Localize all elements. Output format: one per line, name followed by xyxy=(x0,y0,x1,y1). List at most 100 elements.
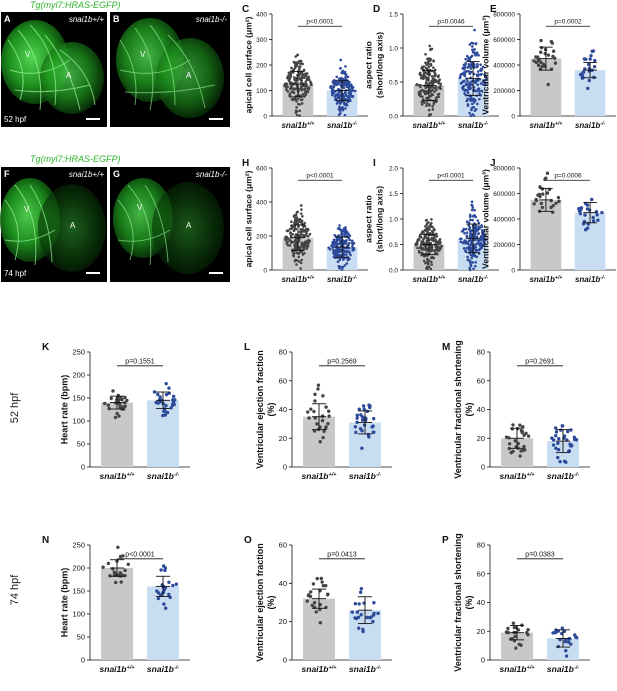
data-point xyxy=(591,219,596,223)
data-point xyxy=(349,253,352,257)
data-point xyxy=(371,613,376,617)
y-tick-label: 20 xyxy=(477,434,485,443)
data-point xyxy=(332,238,336,242)
data-point xyxy=(474,264,477,268)
data-point xyxy=(422,259,426,263)
data-point xyxy=(427,108,431,112)
data-point xyxy=(299,62,302,65)
data-point xyxy=(425,102,429,105)
data-point xyxy=(115,411,119,416)
data-point xyxy=(300,208,303,211)
chart-panel-O: O 0 20 40 60 Ventricular ejection fraction (%)… xyxy=(244,535,392,674)
data-point xyxy=(156,392,160,397)
y-tick-label: 60 xyxy=(279,376,287,385)
data-point xyxy=(164,381,168,386)
data-point xyxy=(304,244,307,247)
data-point xyxy=(423,70,427,74)
data-point xyxy=(305,599,309,603)
data-point xyxy=(335,75,339,79)
p-value-label: p=0.0006 xyxy=(554,173,582,180)
data-point xyxy=(114,580,118,585)
data-point xyxy=(464,57,467,61)
data-point xyxy=(422,101,426,104)
data-point xyxy=(333,233,336,237)
myocardial-strands xyxy=(119,24,216,111)
data-point xyxy=(333,242,336,246)
data-point xyxy=(470,208,474,212)
data-point xyxy=(433,90,436,94)
data-point xyxy=(371,416,376,421)
data-point xyxy=(338,90,341,94)
data-point xyxy=(430,256,434,260)
data-point xyxy=(293,78,296,82)
construct-label-52hpf: Tg(myl7:HRAS-EGFP) xyxy=(30,0,121,10)
data-point xyxy=(285,82,289,86)
data-point xyxy=(353,425,358,429)
scale-bar xyxy=(209,118,223,120)
data-point xyxy=(333,83,336,87)
data-point xyxy=(296,97,300,101)
data-point xyxy=(118,402,122,407)
data-point xyxy=(480,225,484,228)
micrograph-panel-A: A snai1b+/+ V A 52 hpf xyxy=(1,12,107,127)
data-point xyxy=(165,410,170,415)
data-point xyxy=(306,90,310,93)
data-point xyxy=(120,405,125,409)
y-tick-label: 800000 xyxy=(493,12,515,19)
data-point xyxy=(566,640,571,644)
panel-letter: I xyxy=(373,158,376,169)
y-tick-label: 150 xyxy=(72,587,85,596)
data-point xyxy=(338,257,342,261)
data-point xyxy=(156,591,161,595)
data-point xyxy=(416,246,419,250)
y-tick-label: 200 xyxy=(256,63,267,70)
data-point xyxy=(482,236,485,240)
micrograph-panel-F: F snai1b+/+ V A 74 hpf xyxy=(0,167,107,282)
data-point xyxy=(298,72,302,76)
category-label: snai1b+/+ xyxy=(529,275,562,284)
data-point xyxy=(438,247,441,251)
y-tick-label: 200000 xyxy=(493,242,515,249)
data-point xyxy=(469,240,473,243)
data-point xyxy=(293,221,296,225)
data-point xyxy=(286,85,289,89)
chart-panel-D: D 0.0 0.5 1.0 1.5 aspect ratio (short/long axi… xyxy=(363,4,499,130)
data-point xyxy=(415,240,419,244)
data-point xyxy=(534,60,539,65)
data-point xyxy=(298,77,301,80)
construct-label-74hpf: Tg(myl7:HRAS-EGFP) xyxy=(30,154,121,164)
y-tick-label: 0 xyxy=(283,656,287,665)
micrograph-row-52hpf: Tg(myl7:HRAS-EGFP) A snai1b+/+ V A 52 hp… xyxy=(1,0,230,127)
data-point xyxy=(468,57,471,61)
data-point xyxy=(350,242,354,245)
chamber-label-V: V xyxy=(25,50,31,59)
data-point xyxy=(298,230,302,234)
data-point xyxy=(426,57,429,61)
data-point xyxy=(344,73,348,77)
data-point xyxy=(328,248,332,251)
data-point xyxy=(520,429,525,434)
data-point xyxy=(295,216,299,219)
data-point xyxy=(286,237,290,240)
data-point xyxy=(294,80,298,84)
data-point xyxy=(465,69,468,73)
data-point xyxy=(163,413,168,417)
y-tick-label: 200 xyxy=(72,371,85,380)
data-point xyxy=(539,38,543,43)
y-tick-label: 800000 xyxy=(493,166,515,173)
data-point xyxy=(305,229,309,233)
data-point xyxy=(348,97,351,101)
data-point xyxy=(298,65,302,68)
data-point xyxy=(370,425,374,429)
y-axis-label: (short/long axis) xyxy=(374,32,384,98)
data-point xyxy=(360,446,364,450)
data-point xyxy=(417,238,420,241)
data-point xyxy=(295,263,298,266)
chart-panel-N: N 0 50 100 150 200 250 Heart rate (bpm) snai1b+/… xyxy=(42,535,190,674)
y-tick-label: 100 xyxy=(72,417,85,426)
data-point xyxy=(167,580,171,584)
data-point xyxy=(551,443,556,447)
data-point xyxy=(430,74,434,78)
data-point xyxy=(342,249,346,253)
data-point xyxy=(293,243,296,247)
